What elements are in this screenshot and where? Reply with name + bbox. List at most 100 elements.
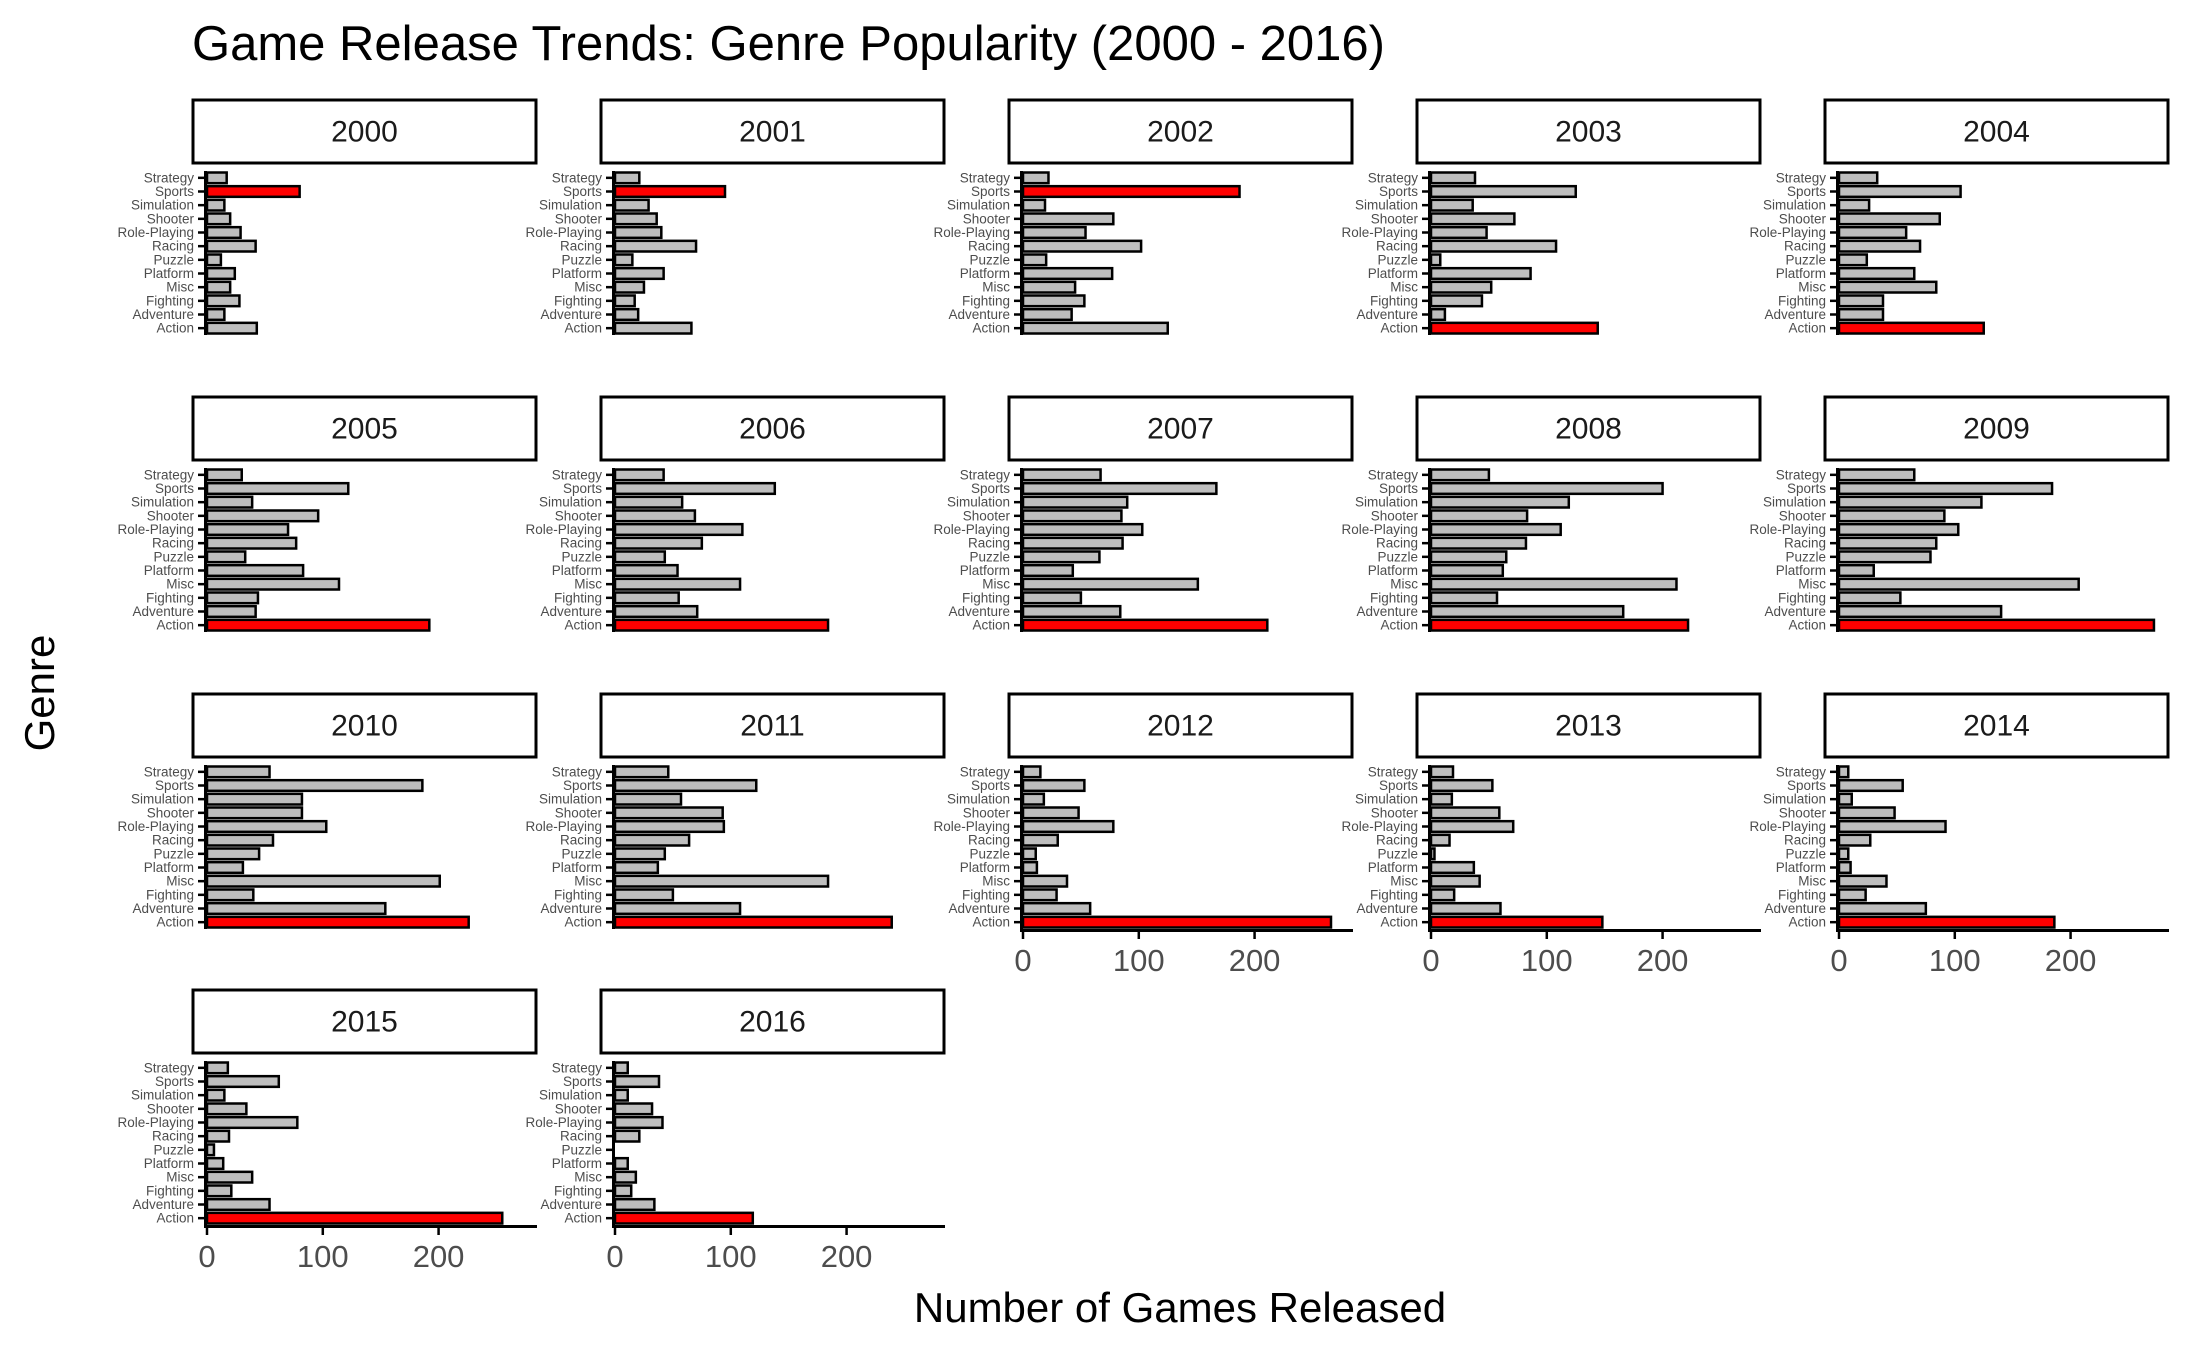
genre-label: Sports xyxy=(971,184,1010,199)
bar-2004-fighting xyxy=(1837,294,1885,308)
genre-label: Strategy xyxy=(552,1060,603,1075)
genre-label: Sports xyxy=(563,778,602,793)
genre-label: Racing xyxy=(1784,833,1826,848)
genre-label: Role-Playing xyxy=(525,819,602,834)
bar-2015-fighting xyxy=(205,1184,233,1198)
genre-label: Strategy xyxy=(960,764,1011,779)
facet-strip xyxy=(599,988,946,1055)
bar-2000-puzzle xyxy=(205,253,223,267)
bar-2005-racing xyxy=(205,536,298,550)
genre-label: Adventure xyxy=(132,307,194,322)
genre-label: Platform xyxy=(144,860,194,875)
genre-label: Action xyxy=(1380,321,1418,336)
bar-2010-sports xyxy=(205,778,424,793)
genre-label: Fighting xyxy=(1778,887,1826,902)
genre-label: Racing xyxy=(152,1129,194,1144)
genre-label: Action xyxy=(972,915,1010,930)
bar-2002-role-playing xyxy=(1021,225,1087,240)
facet-panel-2011: 2011 ActionAdventureFightingMiscPlatformP… xyxy=(525,692,946,930)
genre-label: Shooter xyxy=(555,805,603,820)
genre-label: Racing xyxy=(152,536,194,551)
bar-2000-racing xyxy=(205,239,257,253)
bar-2015-misc xyxy=(205,1170,254,1184)
facet-strip-label: 2002 xyxy=(1147,116,1214,149)
facet-strip-label: 2005 xyxy=(331,413,398,446)
bar-2000-platform xyxy=(205,266,237,281)
facet-strip-label: 2004 xyxy=(1963,116,2030,149)
genre-label: Strategy xyxy=(960,467,1011,482)
genre-label: Platform xyxy=(552,860,602,875)
genre-label: Action xyxy=(1380,915,1418,930)
bar-2004-sports xyxy=(1837,184,1962,199)
bar-2000-fighting xyxy=(205,294,241,308)
bar-2005-fighting xyxy=(205,591,260,605)
bar-2001-platform xyxy=(613,266,665,281)
bar-2013-puzzle xyxy=(1429,847,1436,861)
genre-label: Platform xyxy=(1368,563,1418,578)
bar-2000-strategy xyxy=(205,171,228,185)
genre-label: Racing xyxy=(1376,239,1418,254)
bar-2011-action xyxy=(613,915,893,929)
bar-2016-misc xyxy=(613,1170,638,1184)
bar-2016-sports xyxy=(613,1074,661,1089)
x-tick-label: 200 xyxy=(821,1239,873,1274)
genre-label: Puzzle xyxy=(1377,846,1418,861)
bar-2012-shooter xyxy=(1021,806,1080,820)
bar-2006-puzzle xyxy=(613,550,667,564)
facet-strip xyxy=(191,988,538,1055)
bar-2011-strategy xyxy=(613,765,670,779)
genre-label: Simulation xyxy=(539,198,602,213)
genre-label: Fighting xyxy=(962,590,1010,605)
genre-label: Role-Playing xyxy=(933,819,1010,834)
bar-2002-misc xyxy=(1021,280,1077,294)
bar-2000-misc xyxy=(205,280,232,294)
genre-label: Action xyxy=(972,618,1010,633)
bar-2005-simulation xyxy=(205,495,254,509)
genre-label: Misc xyxy=(1798,577,1826,592)
genre-label: Shooter xyxy=(1371,805,1419,820)
bar-2004-simulation xyxy=(1837,198,1871,212)
genre-label: Fighting xyxy=(146,1183,194,1198)
genre-label: Misc xyxy=(574,874,602,889)
genre-label: Simulation xyxy=(539,1088,602,1103)
bar-2007-misc xyxy=(1021,577,1200,591)
x-tick-label: 200 xyxy=(1637,943,1689,978)
facet-strip-label: 2009 xyxy=(1963,413,2030,446)
genre-label: Shooter xyxy=(1371,211,1419,226)
bar-2003-platform xyxy=(1429,266,1532,281)
genre-label: Adventure xyxy=(1356,901,1418,916)
bar-2006-platform xyxy=(613,563,679,578)
bar-2007-shooter xyxy=(1021,509,1123,523)
bar-2003-fighting xyxy=(1429,294,1484,308)
bar-2008-misc xyxy=(1429,577,1678,591)
bar-2013-fighting xyxy=(1429,888,1456,902)
bar-2013-platform xyxy=(1429,860,1476,875)
genre-label: Puzzle xyxy=(1785,549,1826,564)
genre-label: Racing xyxy=(968,536,1010,551)
genre-label: Racing xyxy=(152,239,194,254)
bar-2008-strategy xyxy=(1429,468,1491,482)
genre-label: Misc xyxy=(1798,874,1826,889)
bar-2006-strategy xyxy=(613,468,665,482)
genre-label: Shooter xyxy=(555,211,603,226)
bar-2011-racing xyxy=(613,833,691,847)
bar-2013-sports xyxy=(1429,778,1494,793)
bar-2012-platform xyxy=(1021,860,1039,875)
bar-2005-platform xyxy=(205,563,305,578)
genre-label: Role-Playing xyxy=(525,522,602,537)
genre-label: Misc xyxy=(574,1170,602,1185)
bar-2004-shooter xyxy=(1837,212,1941,226)
genre-label: Strategy xyxy=(1368,170,1419,185)
bar-2012-strategy xyxy=(1021,765,1042,779)
bar-2009-adventure xyxy=(1837,604,2003,619)
genre-label: Fighting xyxy=(146,293,194,308)
genre-label: Sports xyxy=(155,1074,194,1089)
y-axis-title: Genre xyxy=(16,635,63,752)
genre-label: Adventure xyxy=(132,604,194,619)
bar-2007-puzzle xyxy=(1021,550,1101,564)
bar-2004-adventure xyxy=(1837,307,1885,322)
facet-strip-label: 2001 xyxy=(739,116,806,149)
bar-2011-shooter xyxy=(613,806,724,820)
facet-strip xyxy=(599,692,946,759)
bar-2008-shooter xyxy=(1429,509,1529,523)
